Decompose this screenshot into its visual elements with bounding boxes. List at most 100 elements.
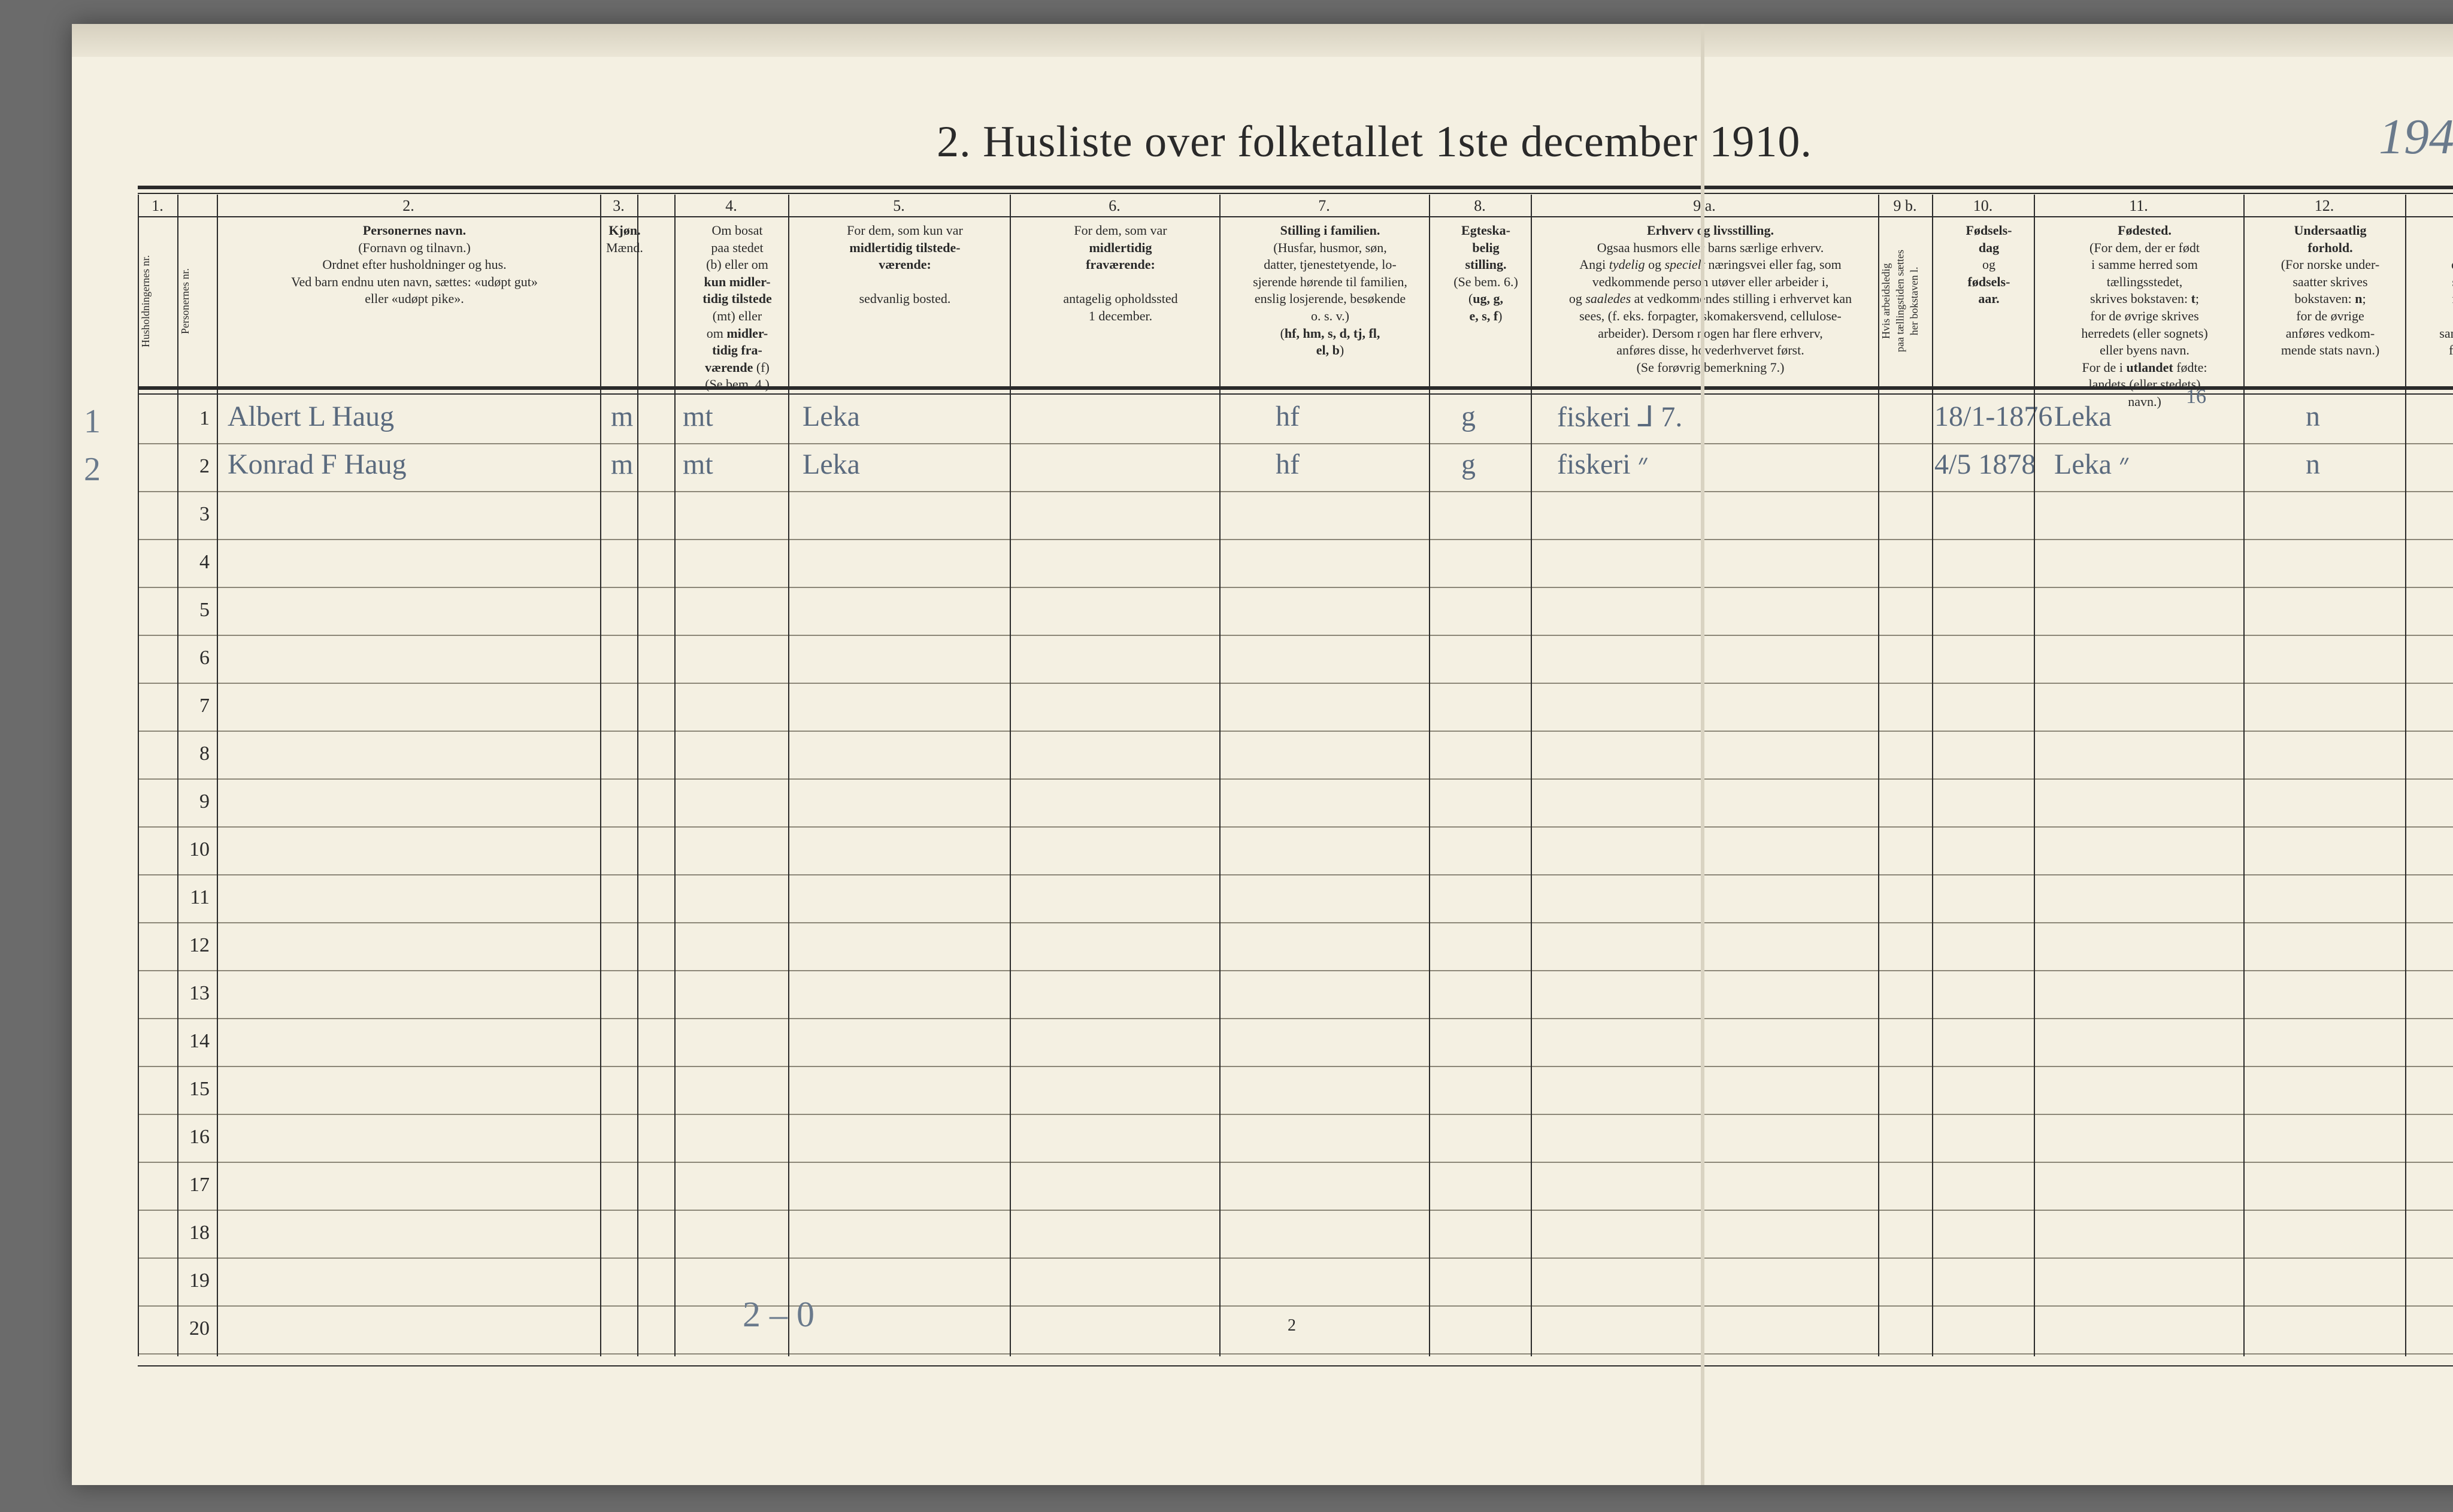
handwritten-cell: g — [1461, 400, 1476, 433]
handwritten-cell: hf — [1276, 448, 1300, 481]
column-number: 5. — [788, 195, 1010, 215]
column-heading: Personernes navn.(Fornavn og tilnavn.)Or… — [217, 216, 612, 386]
column-rule — [2034, 195, 2035, 1356]
table-header: 1.2.3.4.5.6.7.8.9 a.9 b.10.11.12.13.14. … — [138, 195, 2453, 386]
handwritten-cell: g — [1461, 448, 1476, 481]
column-heading: Om bosatpaa stedet(b) eller omkun midler… — [674, 216, 800, 386]
handwritten-cell: m — [611, 400, 633, 433]
column-rule — [2243, 195, 2245, 1356]
table-row: 8 — [138, 731, 2453, 780]
column-number: 4. — [674, 195, 788, 215]
column-rule — [2405, 195, 2406, 1356]
handwritten-cell: n — [2306, 400, 2320, 433]
column-rule — [1531, 195, 1532, 1356]
handwritten-cell: Leka — [802, 448, 860, 481]
column-rule — [600, 195, 601, 1356]
top-right-annotation: 1943 — [2379, 108, 2453, 166]
census-sheet: 2. Husliste over folketallet 1ste decemb… — [72, 24, 2453, 1485]
handwritten-cell: mt — [683, 448, 713, 481]
handwritten-cell: 4/5 1878 — [1934, 448, 2036, 481]
column-number: 9 a. — [1531, 195, 1878, 215]
title-row: 2. Husliste over folketallet 1ste decemb… — [72, 117, 2453, 168]
column-rule — [637, 195, 638, 1356]
column-number — [637, 195, 674, 197]
rule — [138, 186, 2453, 189]
column-number — [177, 195, 217, 197]
column-rule — [138, 195, 139, 1356]
rule — [138, 193, 2453, 194]
column-number: 6. — [1010, 195, 1219, 215]
rule — [138, 386, 2453, 390]
table-row: 3 — [138, 491, 2453, 540]
table-row: 12 — [138, 922, 2453, 971]
column-rule — [177, 195, 178, 1356]
column-number-row: 1.2.3.4.5.6.7.8.9 a.9 b.10.11.12.13.14. — [138, 195, 2453, 217]
handwritten-cell: hf — [1276, 400, 1300, 433]
handwritten-cell: fiskeri ״ — [1557, 448, 1649, 481]
handwritten-cell: Leka — [2054, 400, 2112, 433]
table-row: 14 — [138, 1018, 2453, 1067]
column-rule — [1010, 195, 1011, 1356]
table-row: 1Albert L HaugmmtLekahfgfiskeri ⅃ 7.18/1… — [138, 395, 2453, 444]
column-rule — [217, 195, 218, 1356]
table-row: 10 — [138, 826, 2453, 875]
column-number: 7. — [1219, 195, 1429, 215]
handwritten-cell: Albert L Haug — [228, 400, 394, 433]
column-number: 13. — [2405, 195, 2453, 215]
column-number: 9 b. — [1878, 195, 1932, 215]
handwritten-cell: Konrad F Haug — [228, 448, 407, 481]
handwritten-superscript: 16 — [2186, 386, 2206, 408]
handwritten-cell: Leka — [802, 400, 860, 433]
column-heading: Undersaatligforhold.(For norske under-sa… — [2243, 216, 2417, 386]
margin-handwritten-number: 1 — [84, 402, 101, 441]
handwritten-cell: mt — [683, 400, 713, 433]
column-rule — [1219, 195, 1221, 1356]
column-number: 8. — [1429, 195, 1531, 215]
column-heading: For dem, som kun varmidlertidig tilstede… — [788, 216, 1022, 386]
footer-handwritten-tally: 2 – 0 — [743, 1294, 814, 1335]
table-row: 9 — [138, 778, 2453, 828]
column-rule — [1878, 195, 1879, 1356]
table-row: 13 — [138, 970, 2453, 1019]
column-heading: Hvis arbeidsledigpaa tællingstiden sætte… — [1878, 216, 1934, 386]
rule — [138, 1365, 2453, 1366]
column-rule — [674, 195, 676, 1356]
table-row: 7 — [138, 683, 2453, 732]
column-heading: Erhverv og livsstilling.Ogsaa husmors el… — [1531, 216, 1890, 386]
table-row: 17 — [138, 1162, 2453, 1211]
table-row: 16 — [138, 1114, 2453, 1163]
column-number: 12. — [2243, 195, 2405, 215]
handwritten-cell: n — [2306, 448, 2320, 481]
column-number: 10. — [1932, 195, 2034, 215]
handwritten-cell: m — [611, 448, 633, 481]
handwritten-cell: Leka ״ — [2054, 448, 2130, 481]
column-heading: Husholdningernes nr. — [138, 216, 180, 386]
column-number: 11. — [2034, 195, 2243, 215]
column-number: 2. — [217, 195, 600, 215]
column-number: 1. — [138, 195, 177, 215]
table-row: 4 — [138, 539, 2453, 588]
table-row: 15 — [138, 1066, 2453, 1115]
page-title: 2. Husliste over folketallet 1ste decemb… — [937, 117, 1812, 168]
column-heading: Fødested.(For dem, der er fødti samme he… — [2034, 216, 2255, 386]
column-heading: Egteska-beligstilling.(Se bem. 6.)(ug, g… — [1429, 216, 1543, 386]
table-body: 1Albert L HaugmmtLekahfgfiskeri ⅃ 7.18/1… — [138, 395, 2453, 1365]
rule — [138, 393, 2453, 395]
column-heading: For dem, som varmidlertidigfraværende:an… — [1010, 216, 1231, 386]
column-rule — [1429, 195, 1430, 1356]
margin-handwritten-number: 2 — [84, 450, 101, 489]
column-heading-row: Husholdningernes nr.Personernes nr.Perso… — [138, 216, 2453, 386]
column-heading: Trossamfund.(For medlemmer avden norske … — [2405, 216, 2453, 386]
column-rule — [788, 195, 789, 1356]
table-row: 11 — [138, 874, 2453, 923]
table-row: 6 — [138, 635, 2453, 684]
handwritten-cell: fiskeri ⅃ 7. — [1557, 400, 1682, 434]
table-row: 2Konrad F HaugmmtLekahfgfiskeri ״4/5 187… — [138, 443, 2453, 492]
column-heading: Fødsels-dagogfødsels-aar. — [1932, 216, 2046, 386]
column-number: 3. — [600, 195, 637, 215]
table-row: 18 — [138, 1210, 2453, 1259]
column-heading: Stilling i familien.(Husfar, husmor, søn… — [1219, 216, 1441, 386]
footer-page-number: 2 — [1288, 1316, 1296, 1335]
column-rule — [1932, 195, 1933, 1356]
column-heading: Personernes nr. — [177, 216, 219, 386]
